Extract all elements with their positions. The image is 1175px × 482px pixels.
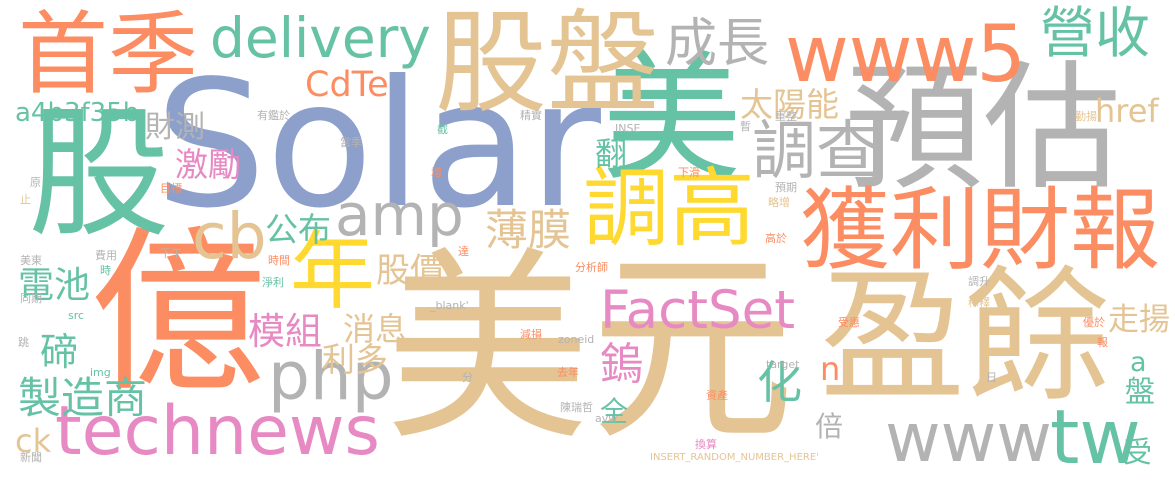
cloud-word: 億: [90, 211, 267, 416]
cloud-word: 電池: [18, 265, 91, 306]
cloud-word: 換算: [695, 438, 717, 451]
cloud-word: www5: [785, 10, 1027, 100]
cloud-word: 碲: [40, 330, 79, 374]
cloud-word: 受: [1123, 435, 1153, 469]
cloud-word: _blank': [430, 299, 469, 312]
cloud-word: 股盤: [435, 0, 659, 129]
cloud-word: 跳: [18, 336, 29, 349]
cloud-word: 美元: [385, 231, 795, 469]
cloud-word: 日: [986, 371, 997, 384]
cloud-word: cb: [192, 200, 267, 273]
cloud-word: 美: [602, 38, 743, 201]
cloud-word: 倍: [815, 410, 844, 443]
cloud-word: 首季: [18, 2, 198, 107]
cloud-word: 預期: [775, 181, 797, 194]
cloud-word: href: [1095, 92, 1159, 130]
cloud-word: 止: [20, 193, 31, 206]
cloud-word: FactSet: [600, 280, 796, 341]
cloud-word: 報: [1097, 336, 1108, 349]
cloud-word: 翻: [595, 135, 628, 173]
cloud-word: 有鑑於: [257, 109, 290, 122]
cloud-word: INSE: [615, 122, 641, 135]
cloud-word: 新聞: [20, 451, 42, 464]
cloud-word: 目標: [160, 182, 182, 195]
cloud-word: target: [766, 358, 800, 371]
cloud-word: 化: [757, 356, 803, 409]
cloud-word: 消息: [343, 310, 408, 348]
cloud-word: 下滑: [678, 166, 700, 179]
cloud-word: 盈餘: [820, 253, 1110, 422]
cloud-word: 模組: [248, 310, 322, 353]
cloud-word: 增: [431, 166, 442, 179]
cloud-word: amp: [335, 181, 464, 249]
cloud-word: ck: [15, 422, 52, 460]
cloud-word: 同期: [20, 292, 42, 305]
cloud-word: 利多: [322, 340, 388, 379]
cloud-word: 走揚: [1108, 302, 1170, 338]
cloud-word: src: [68, 309, 85, 322]
cloud-word: 太陽能: [740, 85, 839, 124]
cloud-word: 略增: [768, 196, 790, 209]
cloud-word: a4b3f35b: [15, 98, 140, 128]
cloud-word: 成長: [665, 14, 770, 74]
cloud-word: 調高: [583, 159, 755, 259]
cloud-word: 減損: [520, 328, 542, 341]
cloud-word: CdTe: [305, 65, 389, 105]
cloud-word: 重整: [775, 110, 797, 123]
cloud-word: 資產: [706, 389, 728, 402]
cloud-word: 股價: [376, 251, 444, 291]
cloud-word: avw: [595, 412, 618, 425]
cloud-word: www: [885, 399, 1052, 478]
cloud-word: 激勵: [175, 145, 241, 184]
cloud-word: 薄膜: [485, 206, 571, 256]
cloud-word: 去年: [557, 366, 579, 379]
cloud-word: 時間: [268, 254, 290, 267]
cloud-word: 時: [100, 264, 111, 277]
cloud-word: delivery: [210, 6, 431, 70]
cloud-word: INSERT_RANDOM_NUMBER_HERE': [650, 452, 819, 463]
cloud-word: 分: [462, 371, 473, 384]
cloud-word: 淨利: [262, 276, 284, 289]
cloud-word: 美東: [20, 254, 42, 267]
cloud-word: Solar: [155, 44, 601, 247]
cloud-word: n: [820, 350, 841, 388]
cloud-word: 原: [30, 176, 41, 189]
cloud-word: 營收: [1040, 1, 1151, 65]
cloud-word: 陳瑞哲: [560, 401, 593, 414]
cloud-word: 財測: [145, 110, 205, 145]
cloud-word: 下午: [160, 247, 182, 260]
cloud-word: img: [90, 366, 111, 379]
cloud-word: 鎢: [600, 339, 644, 390]
cloud-word: 當季: [340, 136, 362, 149]
cloud-word: technews: [55, 392, 380, 471]
cloud-word: php: [268, 338, 394, 415]
cloud-word: 預估: [845, 48, 1122, 209]
cloud-word: 優於: [1083, 316, 1105, 329]
cloud-word: a: [1130, 347, 1147, 378]
cloud-word: 費用: [95, 249, 117, 262]
cloud-word: 盤: [1125, 375, 1155, 410]
cloud-word: 受惠: [838, 316, 860, 329]
cloud-word: 暫: [740, 120, 751, 133]
cloud-word: 截: [437, 123, 448, 136]
cloud-word: 稀釋: [968, 296, 990, 309]
cloud-word: 分析師: [575, 261, 608, 274]
cloud-word: zoneid: [558, 333, 595, 346]
cloud-word: 股: [28, 92, 170, 257]
cloud-word: 高於: [765, 232, 787, 245]
cloud-word: tw: [1050, 393, 1141, 481]
cloud-word: 勤揚: [1075, 110, 1097, 123]
cloud-word: 公布: [265, 210, 331, 249]
cloud-word: 獲利財報: [800, 178, 1160, 283]
cloud-word: 年: [290, 223, 376, 322]
cloud-word: 精實: [520, 109, 542, 122]
cloud-word: 調升: [968, 275, 990, 288]
cloud-word: 達: [458, 245, 469, 258]
cloud-word: 製造商: [18, 374, 147, 424]
cloud-word: 調查: [752, 115, 880, 189]
cloud-word: 全: [600, 395, 629, 428]
